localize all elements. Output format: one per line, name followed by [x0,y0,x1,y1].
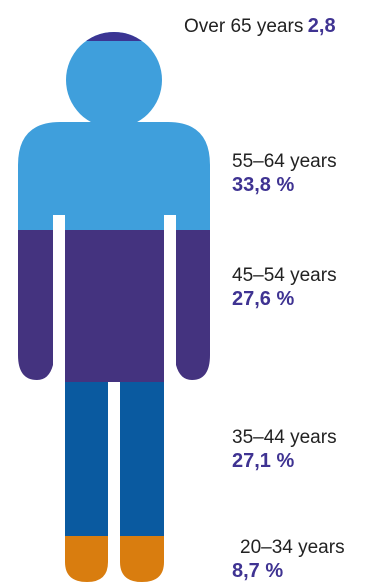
band-20-34 [18,536,210,582]
head-band-55-64 [66,32,162,128]
label-over-65: Over 65 years 2,8 [184,16,336,36]
label-20-34: 20–34 years 8,7 % [232,538,345,581]
label-45-54: 45–54 years 27,6 % [232,266,337,309]
band-35-44 [18,382,210,536]
band-55-64 [18,122,210,230]
age-35-44: 35–44 years [232,427,337,448]
age-45-54: 45–54 years [232,265,337,286]
value-35-44: 27,1 % [232,450,295,472]
age-over-65: Over 65 years [184,16,304,37]
age-20-34: 20–34 years [240,537,345,558]
value-45-54: 27,6 % [232,288,295,310]
label-35-44: 35–44 years 27,1 % [232,428,337,471]
label-55-64: 55–64 years 33,8 % [232,152,337,195]
value-over-65: 2,8 [307,15,336,37]
value-20-34: 8,7 % [232,560,284,582]
value-55-64: 33,8 % [232,174,295,196]
age-55-64: 55–64 years [232,151,337,172]
head-band-over-65 [66,32,162,41]
band-45-54 [18,230,210,382]
